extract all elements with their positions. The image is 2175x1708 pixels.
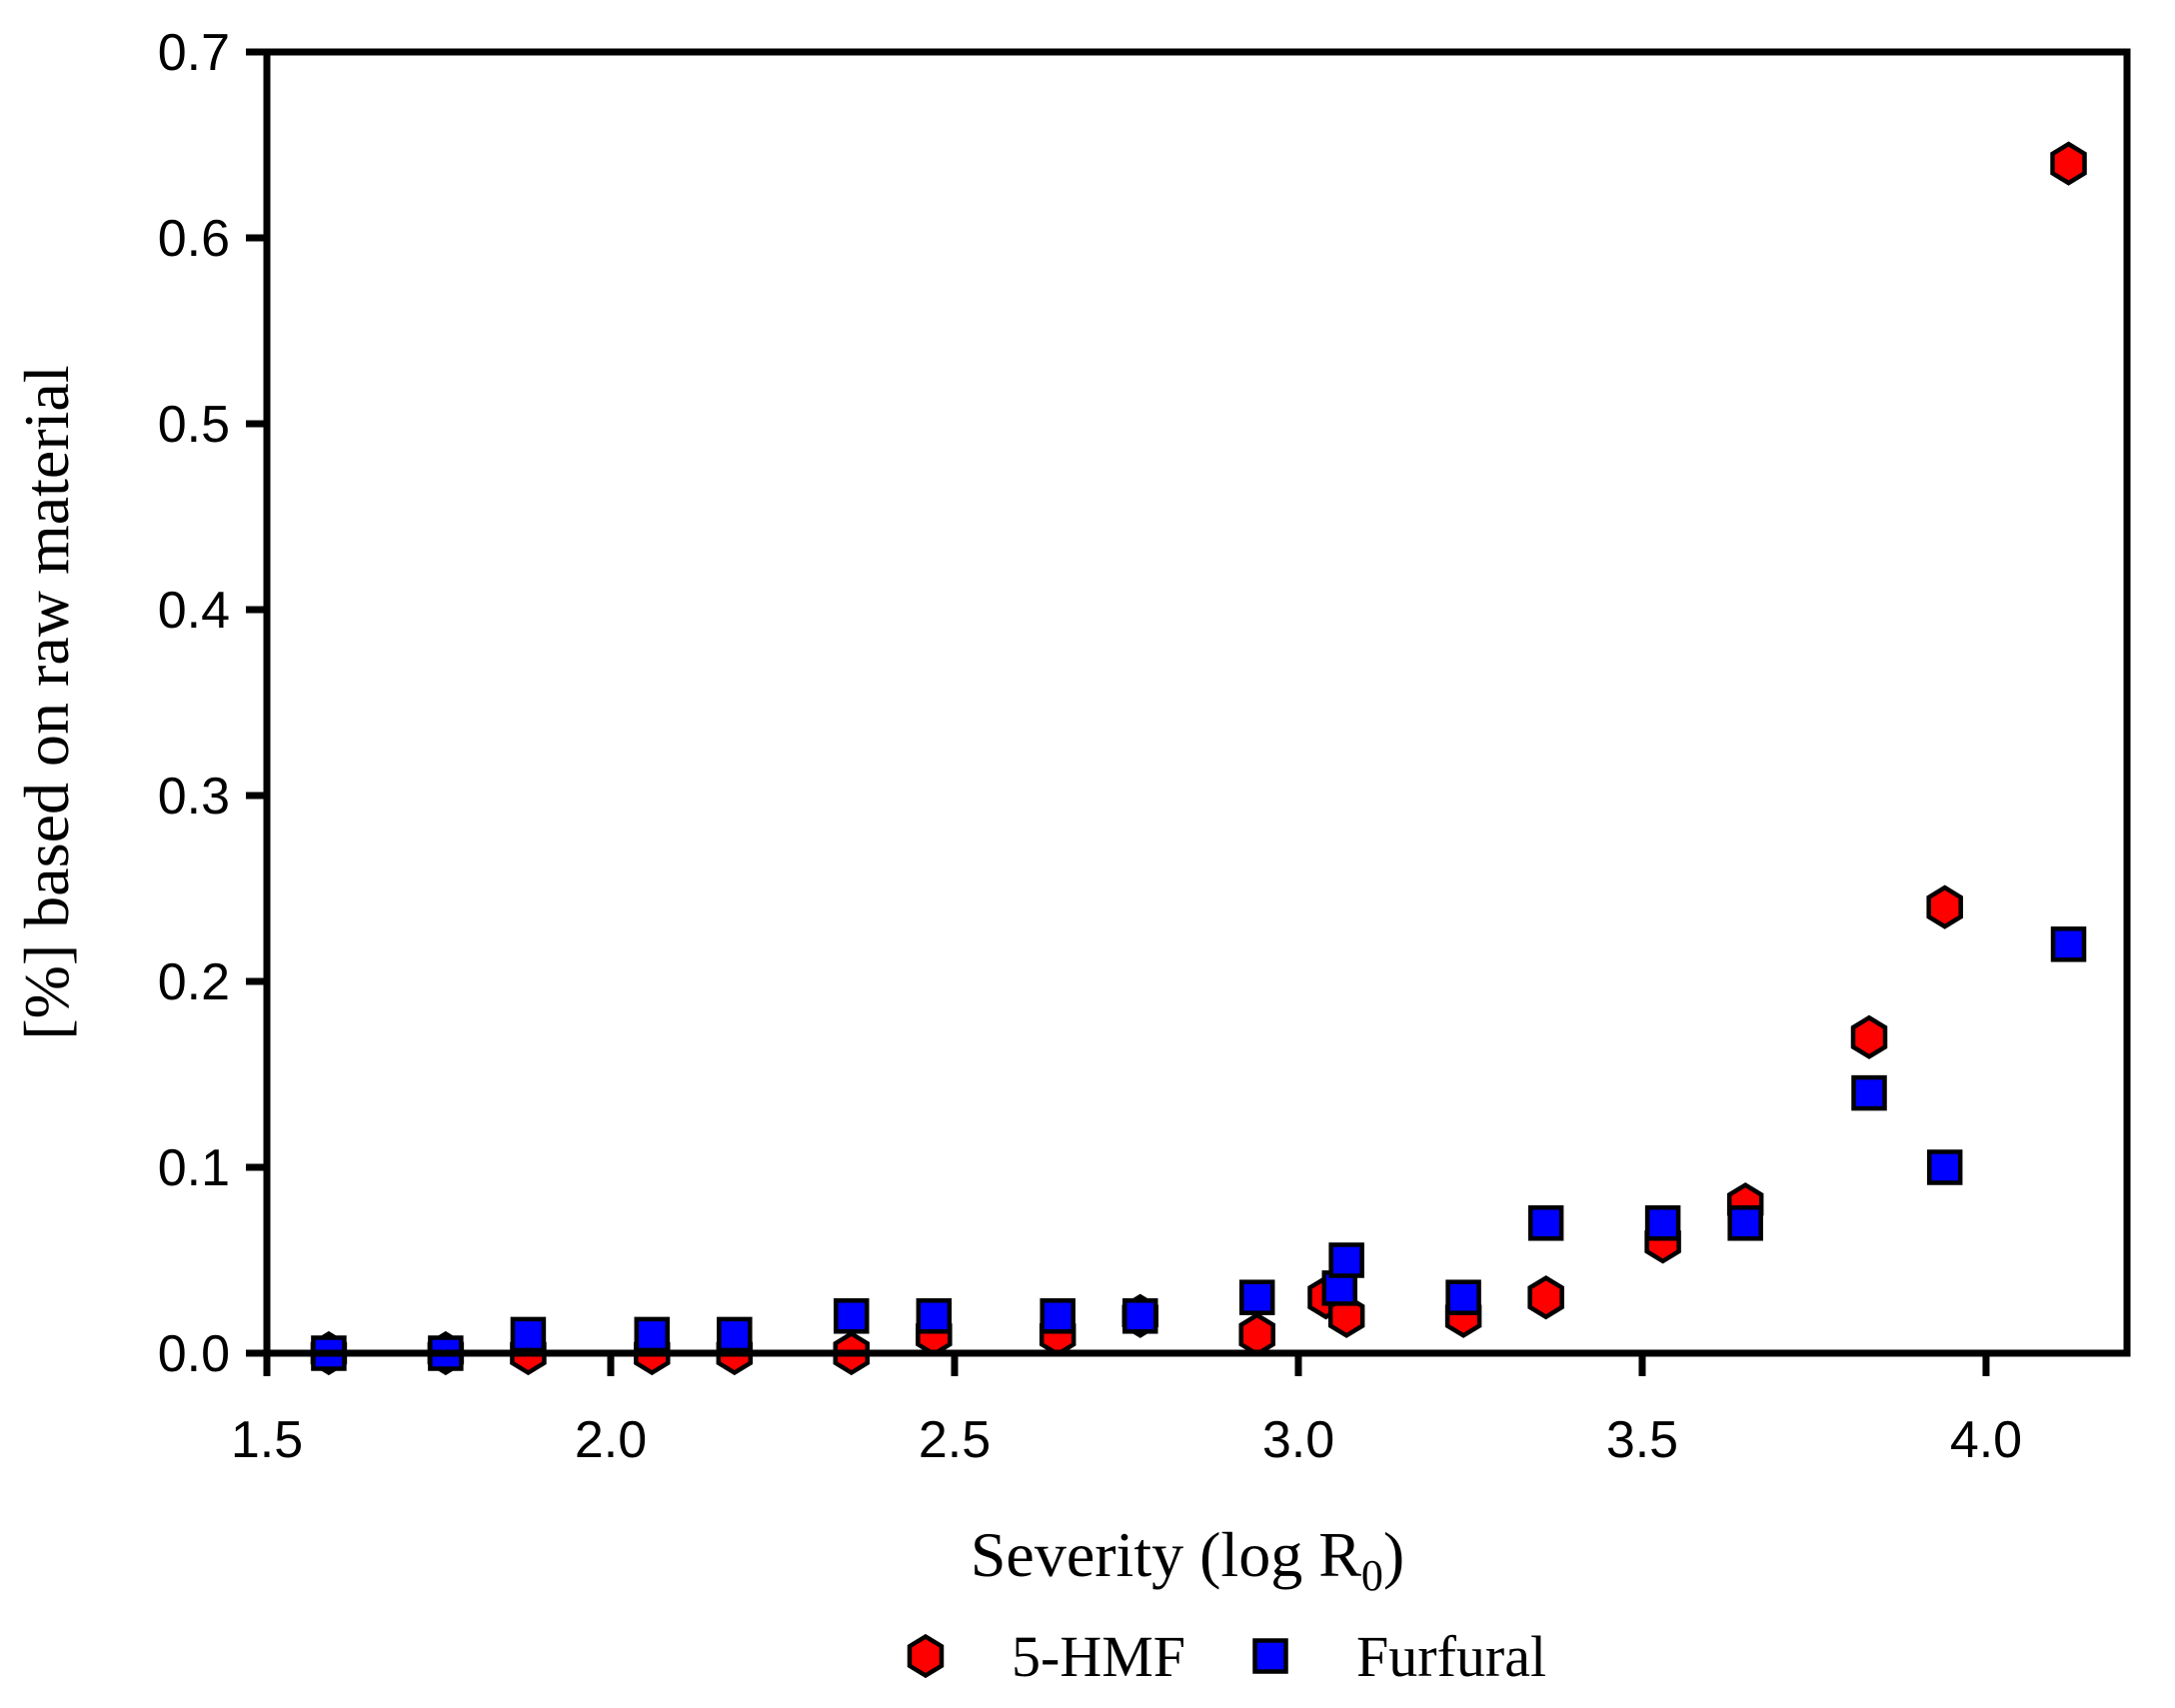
x-tick-label: 3.5 — [1606, 1411, 1678, 1469]
y-tick-label: 0.1 — [158, 1139, 230, 1197]
legend-label-furfural: Furfural — [1356, 1624, 1546, 1689]
legend: 5-HMF Furfural — [907, 1624, 1546, 1689]
y-tick-label: 0.6 — [158, 210, 230, 268]
x-axis-title: Severity (log R0) — [971, 1519, 1404, 1600]
x-tick-label: 2.5 — [919, 1411, 991, 1469]
data-point-furfural — [2050, 926, 2087, 962]
x-axis-title-main: Severity (log R — [971, 1519, 1361, 1590]
plot-frame — [263, 48, 2131, 1357]
y-tick-label: 0.2 — [158, 953, 230, 1011]
legend-square-marker-furfural — [1252, 1638, 1288, 1674]
x-axis-title-subscript: 0 — [1361, 1551, 1383, 1600]
data-point-furfural — [510, 1316, 547, 1353]
y-tick-label: 0.3 — [158, 768, 230, 826]
data-point-furfural — [1527, 1205, 1564, 1241]
x-tick-label: 2.0 — [575, 1411, 647, 1469]
data-point-furfural — [1121, 1298, 1158, 1334]
data-point-5-hmf — [1926, 884, 1963, 929]
data-point-furfural — [634, 1316, 671, 1353]
x-tick-label: 4.0 — [1950, 1411, 2022, 1469]
y-axis-ticks: 0.0 0.1 0.2 0.3 0.4 0.5 0.6 0.7 — [158, 24, 267, 1383]
data-point-furfural — [1851, 1074, 1887, 1111]
data-point-furfural — [1644, 1205, 1681, 1241]
legend-label-5-hmf: 5-HMF — [1012, 1624, 1185, 1689]
data-point-furfural — [916, 1298, 953, 1334]
plot-background — [267, 52, 2127, 1353]
y-tick-label: 0.0 — [158, 1325, 230, 1383]
data-point-5-hmf — [1327, 1293, 1365, 1338]
data-point-furfural — [834, 1298, 870, 1334]
data-point-5-hmf — [2050, 141, 2087, 186]
y-axis-title: [%] based on raw material — [11, 365, 82, 1039]
y-tick-label: 0.4 — [158, 582, 230, 640]
x-axis-ticks: 1.5 2.0 2.5 3.0 3.5 4.0 — [231, 1353, 2022, 1469]
data-point-5-hmf — [1238, 1312, 1275, 1357]
data-point-furfural — [1926, 1149, 1963, 1185]
x-tick-label: 1.5 — [231, 1411, 303, 1469]
data-point-5-hmf — [1850, 1014, 1888, 1059]
y-tick-label: 0.7 — [158, 24, 230, 82]
data-point-furfural — [1727, 1205, 1763, 1241]
data-point-furfural — [1445, 1279, 1481, 1315]
data-point-furfural — [1238, 1279, 1275, 1315]
x-tick-label: 3.0 — [1262, 1411, 1334, 1469]
data-point-5-hmf — [1527, 1275, 1564, 1320]
x-axis-title-suffix: ) — [1383, 1519, 1404, 1590]
data-point-furfural — [1040, 1298, 1076, 1334]
legend-hexagon-marker-5-hmf — [907, 1633, 945, 1679]
data-points-layer — [310, 141, 2087, 1376]
y-tick-label: 0.5 — [158, 396, 230, 454]
data-point-furfural — [1328, 1242, 1364, 1278]
data-point-furfural — [717, 1316, 753, 1353]
